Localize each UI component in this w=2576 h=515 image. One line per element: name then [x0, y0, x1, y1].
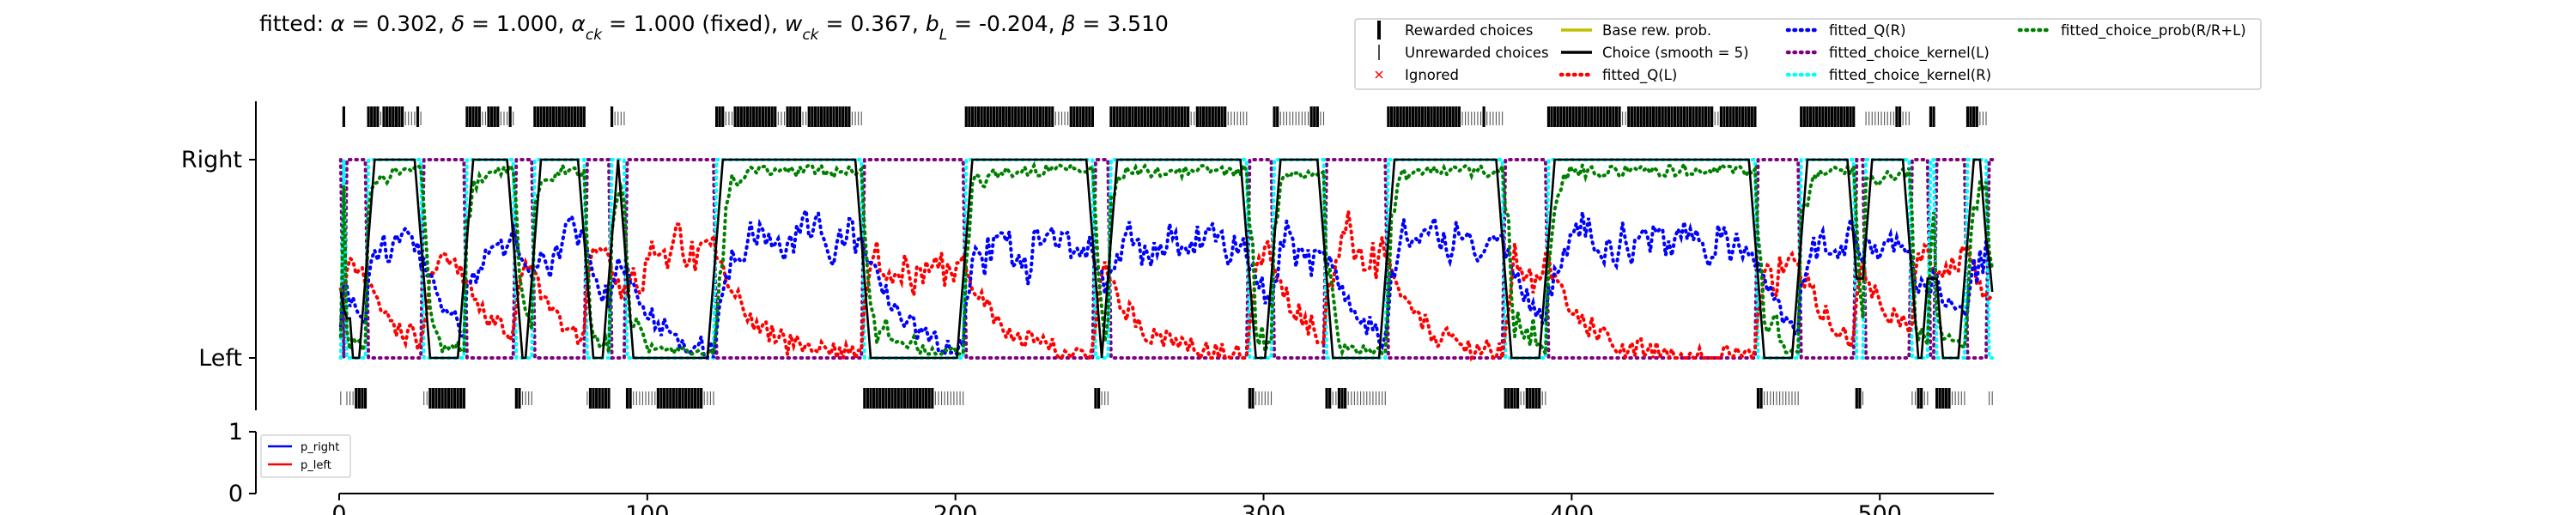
prob-y-tick-label: 1	[228, 419, 243, 445]
legend-entry: fitted_choice_kernel(L)	[1785, 45, 1990, 62]
left-choice-rug	[340, 388, 1993, 409]
prob-x-ticks: 0 100 200 300 400 500	[331, 494, 1902, 515]
legend-label: Ignored	[1405, 67, 1459, 83]
legend-label: fitted_Q(L)	[1602, 67, 1677, 84]
legend-entry: fitted_choice_prob(R/R+L)	[2017, 22, 2246, 39]
prob-x-tick-label: 200	[933, 501, 978, 515]
chart-title: fitted: α = 0.302, δ = 1.000, αck = 1.00…	[259, 11, 1169, 44]
legend-entry: fitted_Q(R)	[1785, 22, 1906, 39]
choice-prob-line	[338, 158, 1995, 359]
prob-x-tick-label: 0	[331, 501, 346, 515]
legend-entry: Base rew. prob.	[1561, 22, 1711, 39]
legend-entry: Unrewarded choices	[1378, 45, 1549, 61]
legend-label: Unrewarded choices	[1405, 45, 1549, 61]
legend-label: fitted_Q(R)	[1829, 22, 1906, 39]
main-y-ticks: Left Right	[181, 147, 256, 372]
y-tick-label: Left	[198, 345, 242, 372]
prob-x-tick-label: 100	[625, 501, 670, 515]
main-legend: Rewarded choices Unrewarded choices Ignore…	[1354, 18, 2262, 90]
prob-y-ticks: 01	[228, 419, 256, 507]
legend-entry: fitted_Q(L)	[1558, 67, 1677, 84]
legend-cross-marker	[1375, 70, 1383, 79]
legend-label: fitted_choice_kernel(R)	[1829, 67, 1991, 84]
legend-label: fitted_choice_prob(R/R+L)	[2061, 22, 2246, 39]
legend-label: fitted_choice_kernel(L)	[1829, 45, 1990, 62]
legend-entry: Ignored	[1375, 67, 1459, 83]
legend-entry: Choice (smooth = 5)	[1561, 45, 1749, 61]
prob-legend-label: p_right	[301, 441, 339, 454]
legend-entry: Rewarded choices	[1377, 21, 1533, 39]
prob-legend-label: p_left	[301, 459, 331, 472]
prob-x-tick-label: 400	[1550, 501, 1595, 515]
right-choice-rug	[342, 106, 1987, 127]
main-plot: Left Right	[181, 101, 1995, 410]
prob-x-tick-label: 500	[1857, 501, 1902, 515]
legend-label: Rewarded choices	[1405, 22, 1533, 39]
legend-label: Choice (smooth = 5)	[1602, 45, 1749, 61]
choice-kernel-left-line	[338, 158, 1995, 360]
prob-x-tick-label: 300	[1242, 501, 1286, 515]
smoothed-choice-line	[339, 158, 1994, 360]
fitted-series	[338, 158, 1995, 365]
prob-y-tick-label: 0	[228, 481, 243, 507]
y-tick-label: Right	[181, 147, 242, 173]
legend-entry: fitted_choice_kernel(R)	[1785, 67, 1991, 84]
prob-legend: p_right p_left	[260, 434, 351, 478]
fitted-q-left-line	[338, 210, 1995, 365]
legend-label: Base rew. prob.	[1602, 22, 1711, 39]
fitted-q-right-line	[338, 204, 1995, 360]
